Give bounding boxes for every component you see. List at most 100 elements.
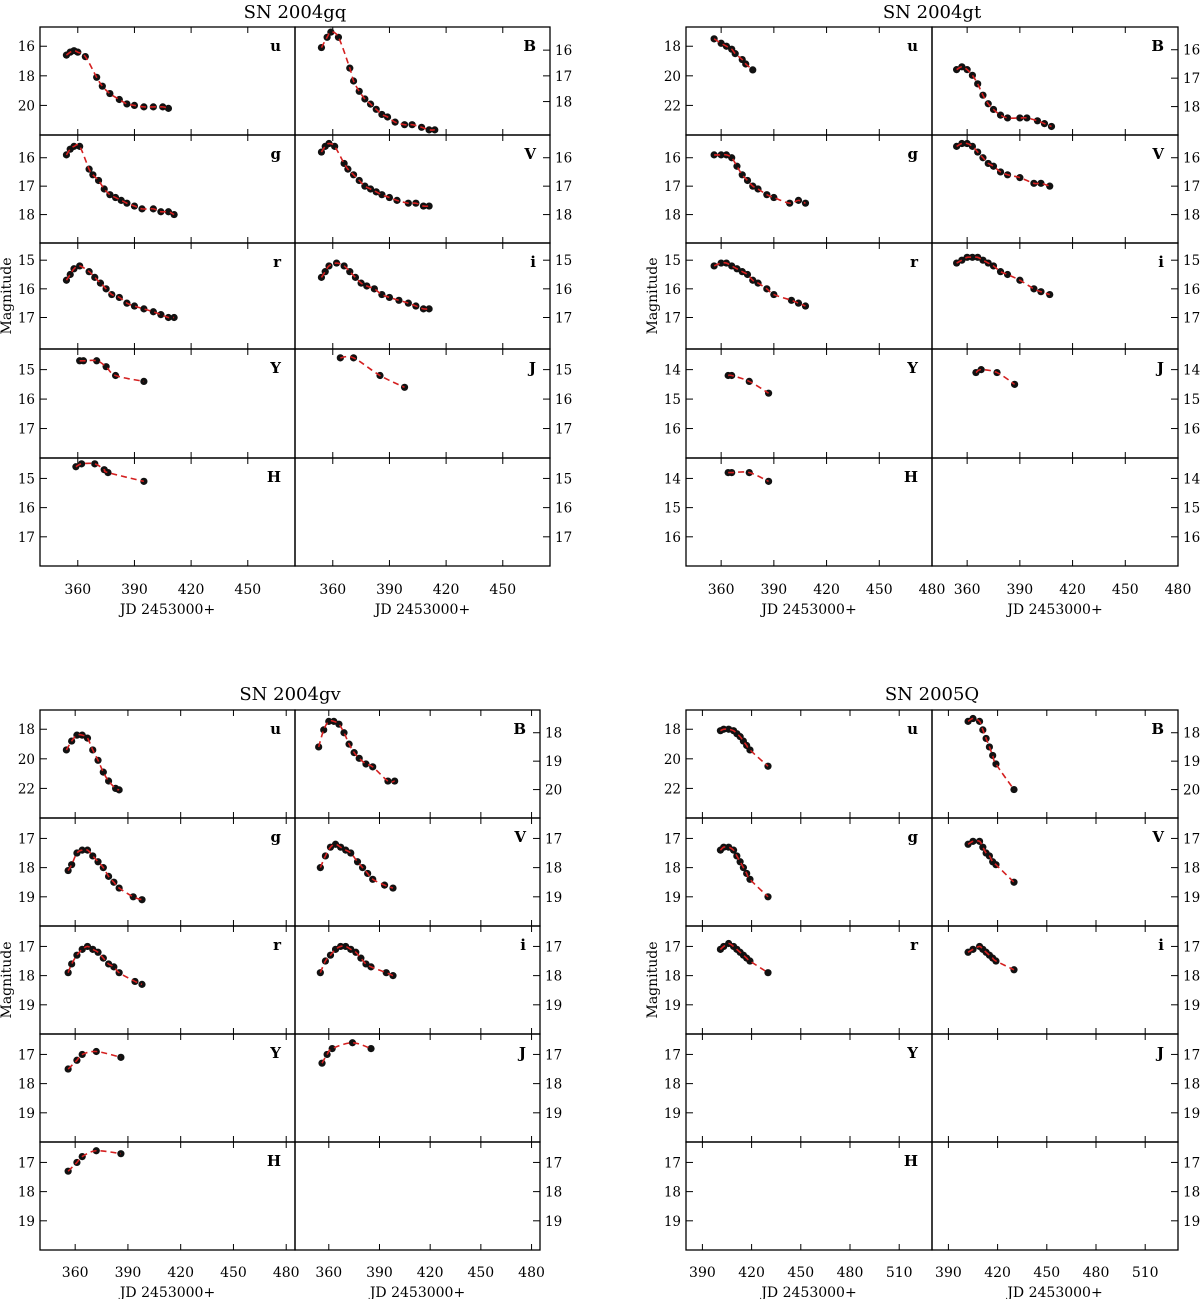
data-point-u xyxy=(123,100,131,108)
data-point-g xyxy=(68,861,76,869)
y-tick-label: 17 xyxy=(1183,179,1200,195)
data-point-r xyxy=(787,296,796,304)
y-tick-label: 15 xyxy=(18,253,35,269)
data-point-H xyxy=(91,460,99,468)
filter-label-V: V xyxy=(1151,828,1164,846)
filter-label-Y: Y xyxy=(906,1044,918,1062)
y-tick-label: 19 xyxy=(545,890,562,906)
y-tick-label: 18 xyxy=(1183,861,1200,877)
subplot-frame xyxy=(685,134,933,244)
x-tick-label: 390 xyxy=(121,582,148,598)
y-tick-label: 17 xyxy=(555,69,572,85)
fit-curve-u xyxy=(65,733,120,791)
y-axis-label: Magnitude xyxy=(645,941,661,1018)
y-tick-label: 15 xyxy=(1183,253,1200,269)
x-tick-label: 420 xyxy=(167,1265,194,1281)
data-point-u xyxy=(83,734,92,742)
x-tick-label: 420 xyxy=(813,582,840,598)
y-tick-label: 19 xyxy=(18,998,35,1014)
y-tick-label: 18 xyxy=(18,969,35,985)
y-tick-label: 18 xyxy=(1183,1077,1200,1093)
fit-curve-V xyxy=(320,142,430,208)
y-tick-label: 17 xyxy=(664,179,681,195)
data-point-V xyxy=(378,191,386,199)
data-point-B xyxy=(958,63,966,71)
y-tick-label: 17 xyxy=(545,831,562,847)
data-point-B xyxy=(1010,785,1018,794)
y-tick-label: 19 xyxy=(664,890,681,906)
y-tick-label: 17 xyxy=(545,939,562,955)
y-tick-label: 16 xyxy=(18,282,35,298)
data-point-g xyxy=(138,896,146,904)
y-tick-label: 17 xyxy=(664,1155,681,1171)
subplot-frame xyxy=(931,26,1179,136)
data-point-V xyxy=(1046,182,1054,190)
subplot-frame xyxy=(685,348,933,459)
y-tick-label: 18 xyxy=(18,722,35,738)
filter-label-B: B xyxy=(523,37,536,55)
fit-curve-V xyxy=(319,843,394,889)
y-tick-label: 18 xyxy=(664,969,681,985)
filter-label-H: H xyxy=(267,1152,281,1170)
x-tick-label: 480 xyxy=(518,1265,545,1281)
fit-curve-B xyxy=(967,717,1015,791)
y-tick-label: 16 xyxy=(664,151,681,167)
y-tick-label: 18 xyxy=(545,1185,562,1201)
y-axis-label: Magnitude xyxy=(0,257,15,334)
y-tick-label: 22 xyxy=(18,781,35,797)
y-tick-label: 17 xyxy=(664,831,681,847)
y-tick-label: 18 xyxy=(664,208,681,224)
subplot-frame xyxy=(294,348,551,459)
data-point-B xyxy=(315,743,323,751)
y-tick-label: 17 xyxy=(555,530,572,546)
y-tick-label: 19 xyxy=(1183,890,1200,906)
y-tick-label: 19 xyxy=(18,1106,35,1122)
subplot-frame xyxy=(294,925,541,1035)
y-tick-label: 19 xyxy=(545,754,562,770)
y-tick-label: 22 xyxy=(664,98,681,114)
y-tick-label: 19 xyxy=(1183,1106,1200,1122)
x-axis-label: JD 2453000+ xyxy=(118,602,215,618)
y-tick-label: 17 xyxy=(545,1155,562,1171)
data-point-V xyxy=(389,884,397,892)
filter-label-B: B xyxy=(513,720,526,738)
x-tick-label: 390 xyxy=(760,582,787,598)
filter-label-i: i xyxy=(1158,253,1164,271)
y-tick-label: 15 xyxy=(664,501,681,517)
subplot-frame xyxy=(931,348,1179,459)
x-tick-label: 390 xyxy=(689,1265,716,1281)
subplot-frame xyxy=(685,817,933,927)
filter-label-i: i xyxy=(530,253,536,271)
data-point-r xyxy=(157,311,165,319)
subplot-frame xyxy=(39,457,296,567)
y-tick-label: 17 xyxy=(1183,939,1200,955)
subplot-frame xyxy=(294,242,551,350)
x-tick-label: 420 xyxy=(738,1265,765,1281)
y-tick-label: 18 xyxy=(545,969,562,985)
x-tick-label: 450 xyxy=(787,1265,814,1281)
x-tick-label: 480 xyxy=(837,1265,864,1281)
data-point-J xyxy=(977,366,985,374)
filter-label-B: B xyxy=(1151,37,1164,55)
y-tick-label: 16 xyxy=(1183,422,1200,438)
data-point-g xyxy=(717,151,725,159)
subplot-frame xyxy=(931,457,1179,567)
data-point-J xyxy=(1010,380,1019,388)
data-point-B xyxy=(425,126,433,134)
x-tick-label: 420 xyxy=(984,1265,1011,1281)
y-tick-label: 18 xyxy=(555,208,572,224)
data-point-r xyxy=(149,308,157,316)
data-point-r xyxy=(794,299,803,307)
filter-label-V: V xyxy=(1151,145,1164,163)
y-tick-label: 16 xyxy=(18,39,35,55)
x-tick-label: 420 xyxy=(178,582,205,598)
filter-label-J: J xyxy=(1155,1044,1164,1062)
y-tick-label: 17 xyxy=(18,530,35,546)
fit-curve-V xyxy=(956,142,1050,187)
filter-label-r: r xyxy=(910,253,919,271)
y-tick-label: 15 xyxy=(1183,392,1200,408)
y-tick-label: 15 xyxy=(664,253,681,269)
y-tick-label: 18 xyxy=(18,1077,35,1093)
fit-curve-r xyxy=(713,261,806,307)
